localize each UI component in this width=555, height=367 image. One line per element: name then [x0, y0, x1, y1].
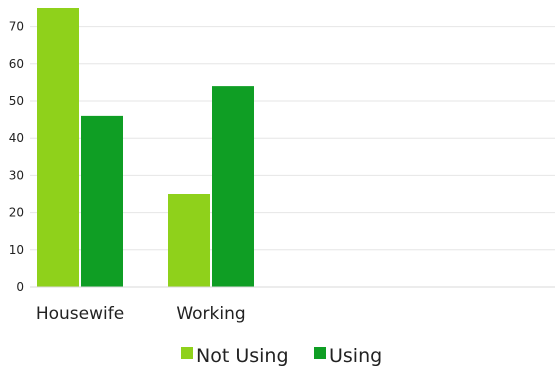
y-tick-label: 20 [9, 206, 24, 220]
y-tick-label: 0 [16, 280, 24, 294]
x-axis-categories: Housewife Working [36, 304, 246, 324]
y-tick-label: 10 [9, 243, 24, 257]
bar-housewife-not-using [37, 8, 79, 287]
bar-working-using [212, 86, 254, 288]
bars [37, 8, 254, 288]
y-tick-label: 50 [9, 94, 24, 108]
y-tick-label: 40 [9, 131, 24, 145]
legend-label: Using [329, 345, 382, 367]
legend-swatch [181, 347, 193, 359]
y-tick-label: 70 [9, 20, 24, 34]
category-label: Working [176, 304, 245, 324]
legend-label: Not Using [196, 345, 289, 367]
bar-working-not-using [168, 194, 210, 287]
y-tick-label: 60 [9, 57, 24, 71]
y-axis-ticks: 0 10 20 30 40 50 60 70 [9, 20, 24, 294]
bar-housewife-using [81, 115, 123, 287]
legend-swatch [314, 347, 326, 359]
category-label: Housewife [36, 304, 124, 324]
legend: Not Using Using [181, 345, 382, 367]
y-tick-label: 30 [9, 168, 24, 182]
